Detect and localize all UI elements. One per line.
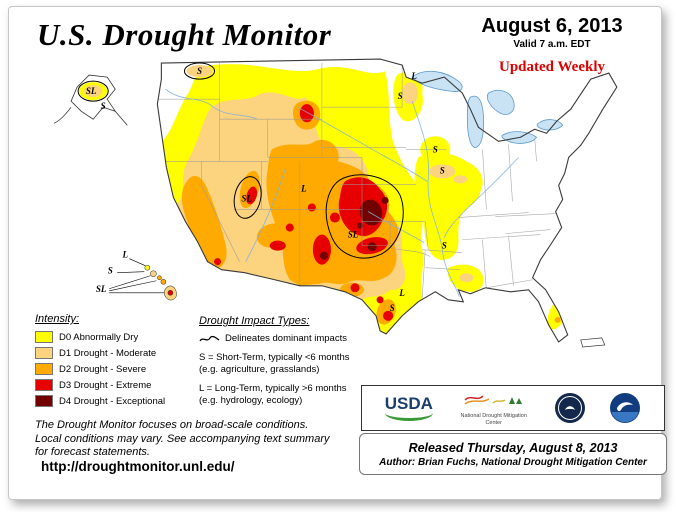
map-label-hawaii-sl: SL <box>96 284 107 294</box>
map-label-texas: L <box>398 288 405 298</box>
map-label-south-texas: S <box>390 303 395 313</box>
drought-impact-types: Drought Impact Types: Delineates dominan… <box>199 315 379 406</box>
drought-monitor-url[interactable]: http://droughtmonitor.unl.edu/ <box>41 459 235 474</box>
noaa-logo <box>610 393 641 423</box>
legend-row-d2: D2 Drought - Severe <box>35 363 200 375</box>
hawaii-inset <box>109 258 177 301</box>
rivers <box>165 88 519 297</box>
ndmc-logo-caption: National Drought Mitigation Center <box>460 413 527 426</box>
d4-label: D4 Drought - Exceptional <box>59 395 166 407</box>
disclaimer: The Drought Monitor focuses on broad-sca… <box>35 419 329 460</box>
d0-label: D0 Abnormally Dry <box>59 331 139 343</box>
d1-swatch <box>35 347 53 359</box>
map-label-alaska-s: S <box>101 101 106 111</box>
alaska-inset <box>53 74 128 126</box>
legend-row-d0: D0 Abnormally Dry <box>35 331 200 343</box>
d0-swatch <box>35 331 53 343</box>
d3-label: D3 Drought - Extreme <box>59 379 152 391</box>
d4-layer <box>319 196 389 260</box>
impact-delineation-outlines <box>183 62 404 259</box>
map-label-minnesota: S <box>398 91 403 101</box>
map-label-colorado-kansas: SL <box>348 230 359 240</box>
map-label-missouri: S <box>442 241 447 251</box>
map-label-hawaii-s: S <box>108 266 113 276</box>
puerto-rico-inset <box>580 337 606 348</box>
legend-row-d4: D4 Drought - Exceptional <box>35 395 200 407</box>
disclaimer-line-2: Local conditions may vary. See accompany… <box>35 432 330 445</box>
map-label-utah-colorado: L <box>300 183 307 193</box>
us-drought-map: S L S S SL L SL S S L S SL S L S SL <box>53 58 618 348</box>
drought-monitor-page: U.S. Drought Monitor August 6, 2013 Vali… <box>8 6 667 500</box>
d3-swatch <box>35 379 53 391</box>
release-info-box: Released Thursday, August 8, 2013 Author… <box>359 433 667 475</box>
delineates-label: Delineates dominant impacts <box>225 333 347 344</box>
great-lakes <box>411 70 564 148</box>
map-impact-labels: S L S S SL L SL S S L S SL S L S SL <box>86 66 447 313</box>
lake-huron <box>487 89 515 115</box>
state-borders <box>157 63 557 298</box>
long-term-example: (e.g. hydrology, ecology) <box>199 395 303 406</box>
d1-label: D1 Drought - Moderate <box>59 347 157 359</box>
map-label-alaska-sl: SL <box>86 86 97 96</box>
map-label-minnesota-n: L <box>410 71 417 81</box>
updated-weekly-note: Updated Weekly <box>499 59 605 75</box>
release-date: Released Thursday, August 8, 2013 <box>408 440 618 455</box>
impact-types-heading: Drought Impact Types: <box>199 315 310 327</box>
partner-logos-box: USDA National Drought Mitigation Center <box>361 385 665 431</box>
author-credit: Author: Brian Fuchs, National Drought Mi… <box>379 456 647 468</box>
map-label-hawaii-l: L <box>122 250 129 260</box>
lake-superior <box>411 70 463 92</box>
usda-logo-arc <box>384 413 433 421</box>
d2-swatch <box>35 363 53 375</box>
d2-label: D2 Drought - Severe <box>59 363 147 375</box>
disclaimer-line-1: The Drought Monitor focuses on broad-sca… <box>35 419 309 431</box>
long-term-label: L = Long-Term, typically >6 months <box>199 383 347 394</box>
commerce-seal-logo <box>555 393 586 423</box>
map-date: August 6, 2013 <box>481 15 623 37</box>
date-block: August 6, 2013 Valid 7 a.m. EDT Updated … <box>447 15 657 76</box>
map-label-nevada: SL <box>241 193 252 203</box>
disclaimer-line-3: for forecast statements. <box>35 446 150 458</box>
map-label-wisconsin: S <box>433 144 438 154</box>
usda-logo: USDA <box>384 394 433 421</box>
valid-time: Valid 7 a.m. EDT <box>513 39 591 50</box>
legend-row-d1: D1 Drought - Moderate <box>35 347 200 359</box>
ndmc-logo: National Drought Mitigation Center <box>456 390 532 426</box>
map-label-iowa: S <box>440 165 445 175</box>
usda-logo-text: USDA <box>384 394 433 413</box>
short-term-label: S = Short-Term, typically <6 months <box>199 352 350 363</box>
legend-heading: Intensity: <box>35 313 80 325</box>
page-title: U.S. Drought Monitor <box>37 17 332 52</box>
d4-swatch <box>35 395 53 407</box>
short-term-example: (e.g. agriculture, grasslands) <box>199 364 320 375</box>
map-label-montana: S <box>197 66 202 76</box>
conus-outline <box>156 58 618 343</box>
legend-row-d3: D3 Drought - Extreme <box>35 379 200 391</box>
ndmc-logo-icon <box>464 395 522 406</box>
intensity-legend: Intensity: D0 Abnormally Dry D1 Drought … <box>35 313 200 411</box>
delineates-row: Delineates dominant impacts <box>199 333 379 344</box>
squiggle-icon <box>199 335 220 341</box>
